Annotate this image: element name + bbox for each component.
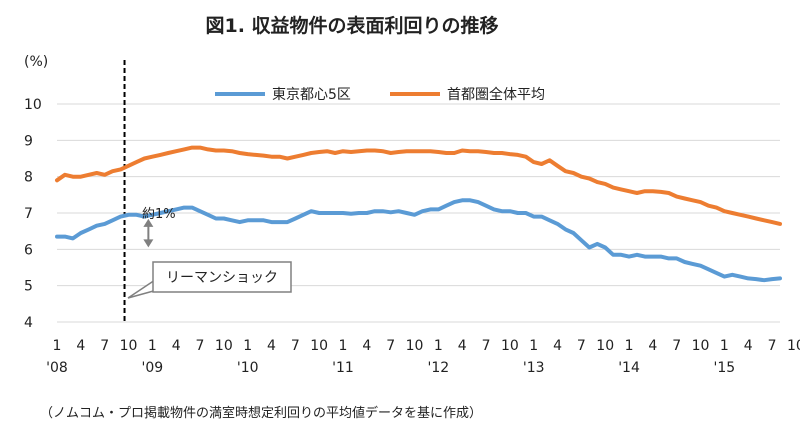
callout-label: リーマンショック bbox=[166, 270, 278, 286]
legend-label-metro: 首都圏全体平均 bbox=[447, 86, 545, 103]
x-tick-label: 7 bbox=[100, 338, 109, 354]
gap-arrow-head-bottom bbox=[143, 239, 154, 248]
x-tick-label: 10 bbox=[215, 338, 233, 354]
x-tick-label: 4 bbox=[458, 338, 467, 354]
x-tick-label: 7 bbox=[577, 338, 586, 354]
x-tick-label: 10 bbox=[406, 338, 424, 354]
x-tick-labels: 1471014710147101471014710147101471014710 bbox=[53, 338, 800, 354]
year-label: '10 bbox=[237, 360, 259, 376]
year-label: '08 bbox=[46, 360, 68, 376]
x-tick-label: 4 bbox=[172, 338, 181, 354]
x-tick-label: 7 bbox=[768, 338, 777, 354]
y-tick-label: 9 bbox=[24, 133, 33, 149]
lehman-callout: リーマンショック bbox=[127, 261, 292, 299]
year-label: '14 bbox=[618, 360, 640, 376]
x-tick-label: 7 bbox=[196, 338, 205, 354]
x-tick-label: 1 bbox=[529, 338, 538, 354]
series-line bbox=[55, 198, 782, 283]
callout-box bbox=[152, 261, 292, 293]
x-tick-label: 10 bbox=[120, 338, 138, 354]
y-axis-label: (%) bbox=[24, 54, 48, 70]
y-tick-label: 5 bbox=[24, 279, 33, 295]
year-labels: '08 '09 '10 '11 '12 '13 '14 '15 bbox=[46, 360, 735, 376]
x-tick-label: 7 bbox=[672, 338, 681, 354]
x-tick-label: 7 bbox=[291, 338, 300, 354]
x-tick-label: 10 bbox=[596, 338, 614, 354]
x-tick-label: 4 bbox=[744, 338, 753, 354]
year-label: '13 bbox=[523, 360, 545, 376]
series-line bbox=[55, 145, 782, 226]
x-tick-label: 4 bbox=[76, 338, 85, 354]
chart-title: 図1. 収益物件の表面利回りの推移 bbox=[205, 14, 498, 37]
y-tick-labels: 4 5 6 7 8 9 10 bbox=[24, 97, 42, 331]
x-tick-label: 4 bbox=[267, 338, 276, 354]
y-tick-label: 10 bbox=[24, 97, 42, 113]
x-tick-label: 1 bbox=[53, 338, 62, 354]
x-tick-label: 1 bbox=[148, 338, 157, 354]
x-tick-label: 4 bbox=[362, 338, 371, 354]
y-tick-label: 7 bbox=[24, 206, 33, 222]
legend-label-tokyo: 東京都心5区 bbox=[272, 87, 351, 103]
x-tick-label: 10 bbox=[787, 338, 800, 354]
year-label: '11 bbox=[332, 360, 354, 376]
y-tick-label: 4 bbox=[24, 315, 33, 331]
year-label: '09 bbox=[142, 360, 164, 376]
gap-arrow-head-top bbox=[143, 218, 154, 227]
series-layer bbox=[55, 145, 782, 283]
x-tick-label: 1 bbox=[625, 338, 634, 354]
gap-label: 約1% bbox=[142, 207, 176, 222]
x-tick-label: 1 bbox=[720, 338, 729, 354]
year-label: '15 bbox=[714, 360, 736, 376]
x-tick-label: 7 bbox=[386, 338, 395, 354]
x-tick-label: 7 bbox=[482, 338, 491, 354]
gap-annotation: 約1% bbox=[142, 207, 176, 248]
x-tick-label: 1 bbox=[243, 338, 252, 354]
legend: 東京都心5区 首都圏全体平均 bbox=[215, 86, 545, 103]
y-tick-label: 8 bbox=[24, 170, 33, 186]
year-label: '12 bbox=[428, 360, 450, 376]
y-tick-label: 6 bbox=[24, 242, 33, 258]
x-tick-label: 10 bbox=[310, 338, 328, 354]
x-tick-label: 1 bbox=[434, 338, 443, 354]
x-tick-label: 1 bbox=[339, 338, 348, 354]
x-tick-label: 10 bbox=[501, 338, 519, 354]
x-tick-label: 4 bbox=[648, 338, 657, 354]
x-tick-label: 10 bbox=[692, 338, 710, 354]
x-tick-label: 4 bbox=[553, 338, 562, 354]
source-note: （ノムコム・プロ掲載物件の満室時想定利回りの平均値データを基に作成） bbox=[40, 405, 482, 421]
